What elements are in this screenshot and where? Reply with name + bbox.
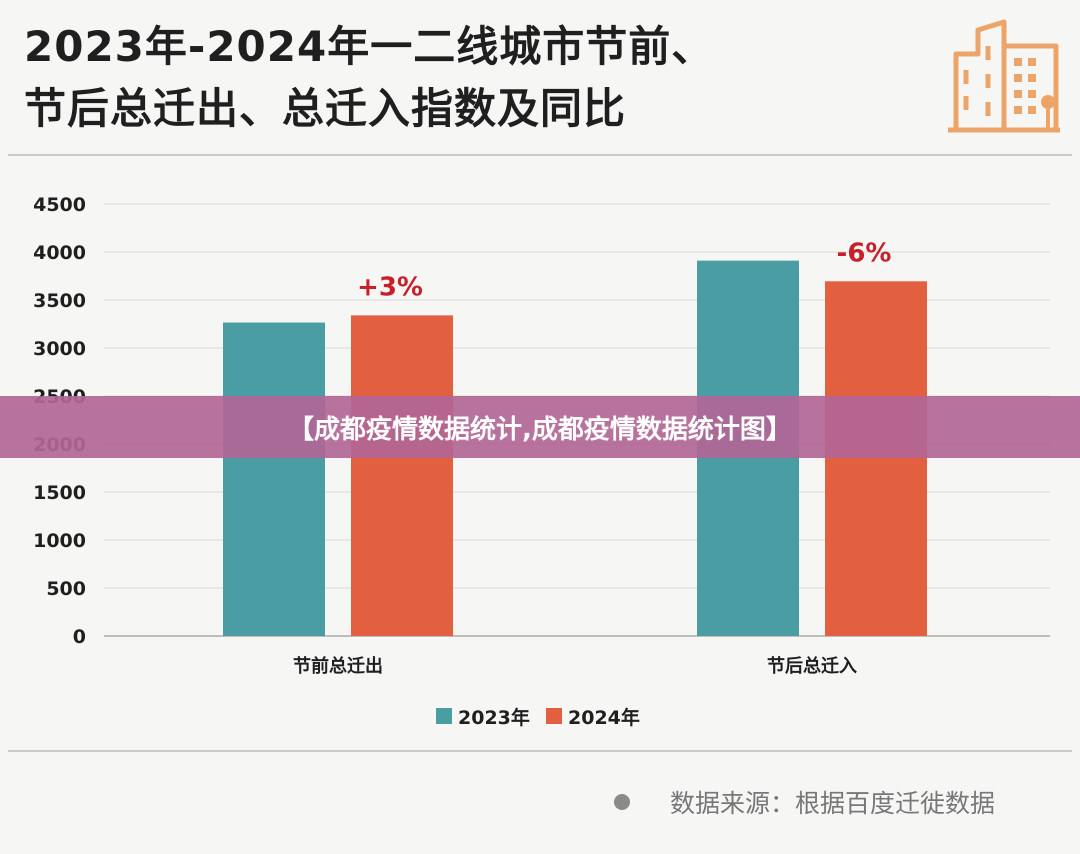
overlay-banner: 【成都疫情数据统计,成都疫情数据统计图】 bbox=[0, 396, 1080, 458]
y-tick-label: 500 bbox=[46, 578, 86, 600]
title-line-2: 节后总迁出、总迁入指数及同比 bbox=[24, 84, 627, 133]
source-text: 数据来源：根据百度迁徙数据 bbox=[670, 789, 996, 818]
y-tick-label: 1500 bbox=[33, 482, 86, 504]
legend-swatch bbox=[436, 708, 452, 724]
bar bbox=[825, 281, 927, 636]
top-divider bbox=[8, 154, 1072, 156]
bullet-dot-icon bbox=[614, 794, 630, 810]
legend: 2023年 2024年 bbox=[436, 706, 640, 729]
category-labels: 节前总迁出 节后总迁入 bbox=[293, 655, 857, 677]
source-note: 数据来源：根据百度迁徙数据 bbox=[614, 784, 995, 820]
y-tick-label: 4500 bbox=[33, 194, 86, 216]
bottom-divider bbox=[8, 750, 1072, 752]
chart-title: 2023年-2024年一二线城市节前、 节后总迁出、总迁入指数及同比 bbox=[24, 16, 924, 140]
annotations: +3% -6% bbox=[357, 238, 891, 302]
legend-label: 2024年 bbox=[568, 706, 640, 729]
legend-swatch bbox=[546, 708, 562, 724]
y-tick-label: 0 bbox=[73, 626, 86, 648]
category-label: 节后总迁入 bbox=[767, 655, 857, 677]
bar-chart: 050010001500200025003000350040004500 +3%… bbox=[33, 194, 1050, 729]
y-tick-label: 3500 bbox=[33, 290, 86, 312]
category-label: 节前总迁出 bbox=[293, 655, 383, 677]
change-annotation: -6% bbox=[837, 238, 892, 268]
title-line-1: 2023年-2024年一二线城市节前、 bbox=[24, 22, 715, 71]
bar bbox=[223, 322, 325, 636]
y-tick-label: 1000 bbox=[33, 530, 86, 552]
y-tick-label: 3000 bbox=[33, 338, 86, 360]
bars bbox=[223, 260, 927, 636]
bar bbox=[351, 315, 453, 636]
y-tick-label: 4000 bbox=[33, 242, 86, 264]
change-annotation: +3% bbox=[357, 272, 423, 302]
city-buildings-icon bbox=[948, 19, 1060, 133]
legend-label: 2023年 bbox=[458, 706, 530, 729]
